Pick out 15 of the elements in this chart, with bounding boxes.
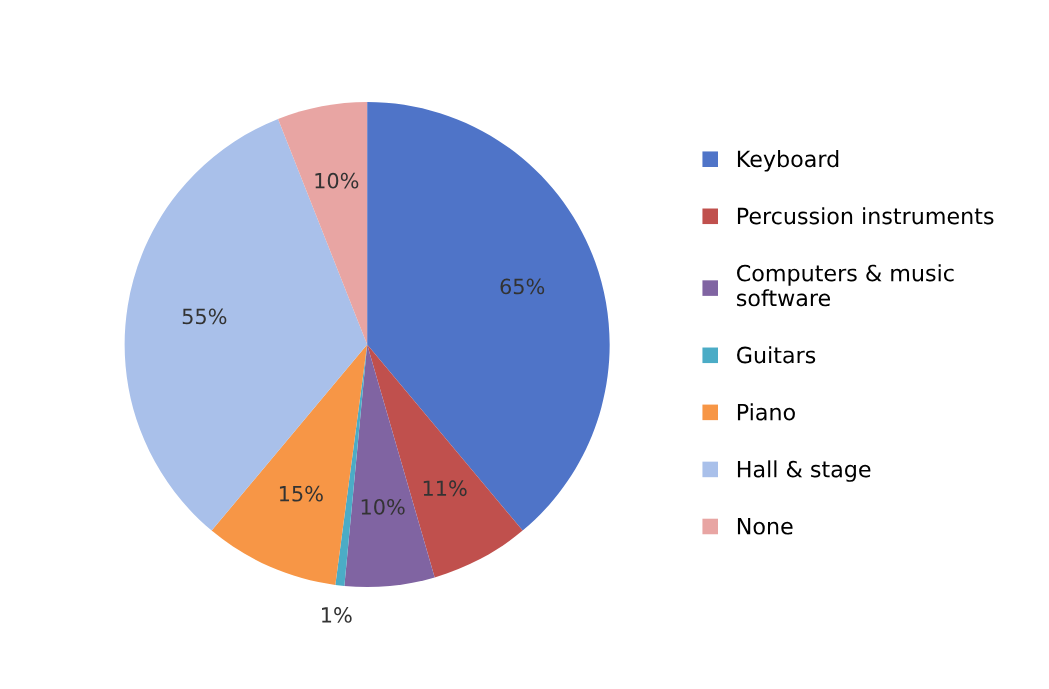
data-label: 10% <box>361 498 405 515</box>
data-label: 15% <box>279 485 323 502</box>
legend-label: Computers & music software <box>736 264 954 307</box>
legend-label: None <box>737 518 793 535</box>
data-label: 10% <box>315 172 359 189</box>
legend-label: Piano <box>737 403 795 421</box>
data-label: 65% <box>500 278 545 295</box>
data-label: 1% <box>322 607 352 623</box>
data-label: 55% <box>182 308 227 325</box>
legend-label: Hall & stage <box>737 460 871 482</box>
legend-label: Guitars <box>737 346 816 364</box>
legend-label: Percussion instruments <box>737 207 994 225</box>
legend-label: Keyboard <box>737 150 839 172</box>
data-label: 11% <box>423 480 467 497</box>
pie-slice <box>278 101 368 345</box>
